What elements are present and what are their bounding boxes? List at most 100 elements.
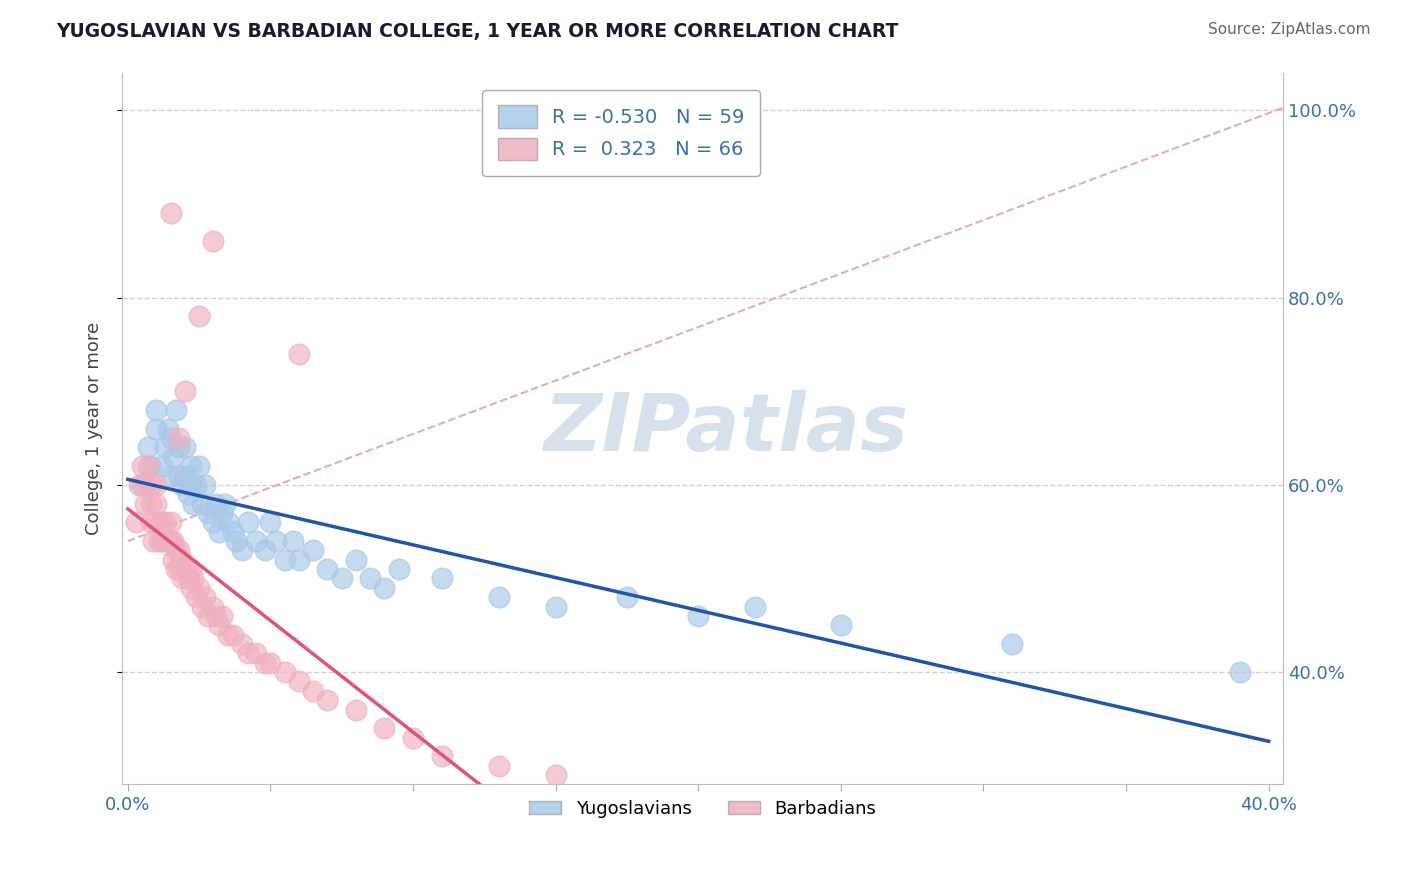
Point bbox=[179, 562, 201, 576]
Point bbox=[134, 497, 156, 511]
Point bbox=[159, 534, 181, 549]
Point bbox=[197, 506, 219, 520]
Point bbox=[830, 618, 852, 632]
Point bbox=[179, 581, 201, 595]
Point bbox=[1229, 665, 1251, 679]
Point bbox=[156, 534, 179, 549]
Point bbox=[225, 534, 247, 549]
Point bbox=[259, 656, 281, 670]
Point bbox=[388, 562, 411, 576]
Text: YUGOSLAVIAN VS BARBADIAN COLLEGE, 1 YEAR OR MORE CORRELATION CHART: YUGOSLAVIAN VS BARBADIAN COLLEGE, 1 YEAR… bbox=[56, 22, 898, 41]
Point bbox=[253, 543, 276, 558]
Point bbox=[150, 459, 173, 474]
Point bbox=[125, 516, 148, 530]
Point bbox=[153, 516, 176, 530]
Point bbox=[188, 310, 211, 324]
Point bbox=[194, 591, 217, 605]
Point bbox=[145, 497, 167, 511]
Point bbox=[202, 599, 225, 614]
Point bbox=[183, 572, 205, 586]
Point bbox=[150, 516, 173, 530]
Point bbox=[173, 562, 195, 576]
Point bbox=[430, 749, 453, 764]
Point bbox=[139, 497, 162, 511]
Point bbox=[344, 702, 367, 716]
Point bbox=[179, 459, 201, 474]
Point bbox=[148, 534, 170, 549]
Point bbox=[165, 543, 187, 558]
Point bbox=[142, 534, 165, 549]
Point bbox=[173, 384, 195, 399]
Point bbox=[197, 609, 219, 624]
Point bbox=[156, 422, 179, 436]
Point bbox=[1001, 637, 1024, 651]
Point bbox=[288, 553, 311, 567]
Point bbox=[231, 543, 253, 558]
Point bbox=[150, 534, 173, 549]
Point bbox=[162, 553, 184, 567]
Point bbox=[217, 516, 239, 530]
Point bbox=[259, 516, 281, 530]
Point bbox=[202, 516, 225, 530]
Point bbox=[153, 534, 176, 549]
Point bbox=[170, 553, 193, 567]
Point bbox=[744, 599, 766, 614]
Point bbox=[139, 516, 162, 530]
Point bbox=[359, 572, 381, 586]
Point bbox=[194, 478, 217, 492]
Point bbox=[167, 468, 190, 483]
Point bbox=[302, 683, 325, 698]
Point bbox=[145, 422, 167, 436]
Point bbox=[217, 627, 239, 641]
Point bbox=[544, 599, 567, 614]
Point bbox=[373, 581, 395, 595]
Point bbox=[162, 450, 184, 464]
Point bbox=[136, 441, 159, 455]
Legend: Yugoslavians, Barbadians: Yugoslavians, Barbadians bbox=[522, 793, 883, 825]
Point bbox=[183, 497, 205, 511]
Point bbox=[288, 674, 311, 689]
Point bbox=[186, 478, 208, 492]
Point bbox=[488, 758, 510, 772]
Text: Source: ZipAtlas.com: Source: ZipAtlas.com bbox=[1208, 22, 1371, 37]
Point bbox=[165, 562, 187, 576]
Point bbox=[288, 347, 311, 361]
Point bbox=[134, 478, 156, 492]
Point bbox=[688, 609, 710, 624]
Point bbox=[302, 543, 325, 558]
Point bbox=[208, 524, 231, 539]
Point bbox=[173, 468, 195, 483]
Point bbox=[191, 497, 214, 511]
Point bbox=[616, 591, 638, 605]
Point bbox=[159, 468, 181, 483]
Point bbox=[167, 441, 190, 455]
Point bbox=[159, 431, 181, 445]
Point bbox=[211, 506, 233, 520]
Point bbox=[283, 534, 305, 549]
Point bbox=[170, 478, 193, 492]
Point bbox=[145, 516, 167, 530]
Point bbox=[264, 534, 287, 549]
Point bbox=[373, 721, 395, 735]
Point bbox=[245, 534, 267, 549]
Point bbox=[205, 497, 228, 511]
Point bbox=[159, 206, 181, 220]
Point bbox=[214, 497, 236, 511]
Point bbox=[188, 459, 211, 474]
Point bbox=[139, 459, 162, 474]
Point bbox=[159, 516, 181, 530]
Point bbox=[344, 553, 367, 567]
Point bbox=[205, 609, 228, 624]
Point bbox=[167, 562, 190, 576]
Point bbox=[316, 693, 339, 707]
Point bbox=[131, 459, 153, 474]
Point bbox=[245, 646, 267, 660]
Point bbox=[402, 731, 425, 745]
Point bbox=[136, 459, 159, 474]
Point bbox=[179, 478, 201, 492]
Point bbox=[330, 572, 353, 586]
Point bbox=[186, 591, 208, 605]
Point bbox=[128, 478, 150, 492]
Y-axis label: College, 1 year or more: College, 1 year or more bbox=[86, 322, 103, 535]
Point bbox=[170, 572, 193, 586]
